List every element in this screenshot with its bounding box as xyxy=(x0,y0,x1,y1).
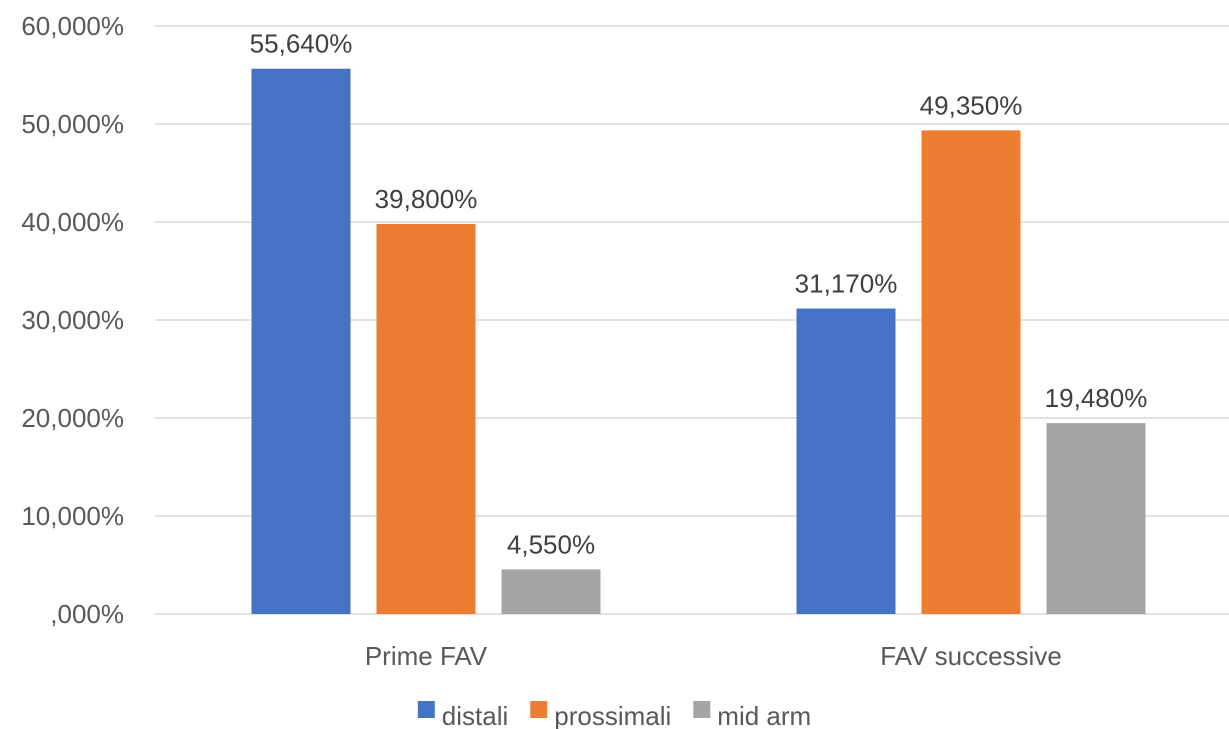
bar-prossimali-0 xyxy=(376,223,476,614)
data-label: 4,550% xyxy=(507,529,595,559)
y-tick-label: 10,000% xyxy=(21,501,124,531)
y-tick-label: 60,000% xyxy=(21,11,124,41)
legend-label: prossimali xyxy=(554,701,671,729)
data-labels: 55,640% 39,800% 4,550% 31,170% 49,350% 19,480… xyxy=(250,29,1148,560)
y-tick-label: 30,000% xyxy=(21,305,124,335)
bar-prossimali-1 xyxy=(921,130,1021,614)
bars xyxy=(251,68,1146,614)
legend-label: mid arm xyxy=(717,701,811,729)
bar-mid-arm-0 xyxy=(501,569,601,614)
bar-distali-1 xyxy=(796,308,896,614)
data-label: 49,350% xyxy=(920,90,1023,120)
x-axis-category-labels: Prime FAV FAV successive xyxy=(365,641,1062,671)
legend: distali prossimali mid arm xyxy=(417,701,811,729)
legend-swatch-distali xyxy=(417,701,435,718)
y-tick-label: 20,000% xyxy=(21,403,124,433)
x-category-label: Prime FAV xyxy=(365,641,488,671)
legend-swatch-prossimali xyxy=(530,701,548,718)
y-tick-label: ,000% xyxy=(50,599,124,629)
bar-mid-arm-1 xyxy=(1046,423,1146,614)
data-label: 39,800% xyxy=(375,184,478,214)
data-label: 31,170% xyxy=(795,269,898,299)
legend-swatch-mid-arm xyxy=(693,701,711,718)
bar-distali-0 xyxy=(251,68,351,614)
y-axis-tick-labels: ,000% 10,000% 20,000% 30,000% 40,000% 50,000%… xyxy=(21,11,124,629)
y-tick-label: 40,000% xyxy=(21,207,124,237)
legend-label: distali xyxy=(442,701,508,729)
y-tick-label: 50,000% xyxy=(21,109,124,139)
x-category-label: FAV successive xyxy=(880,641,1062,671)
data-label: 19,480% xyxy=(1045,383,1148,413)
data-label: 55,640% xyxy=(250,29,353,59)
